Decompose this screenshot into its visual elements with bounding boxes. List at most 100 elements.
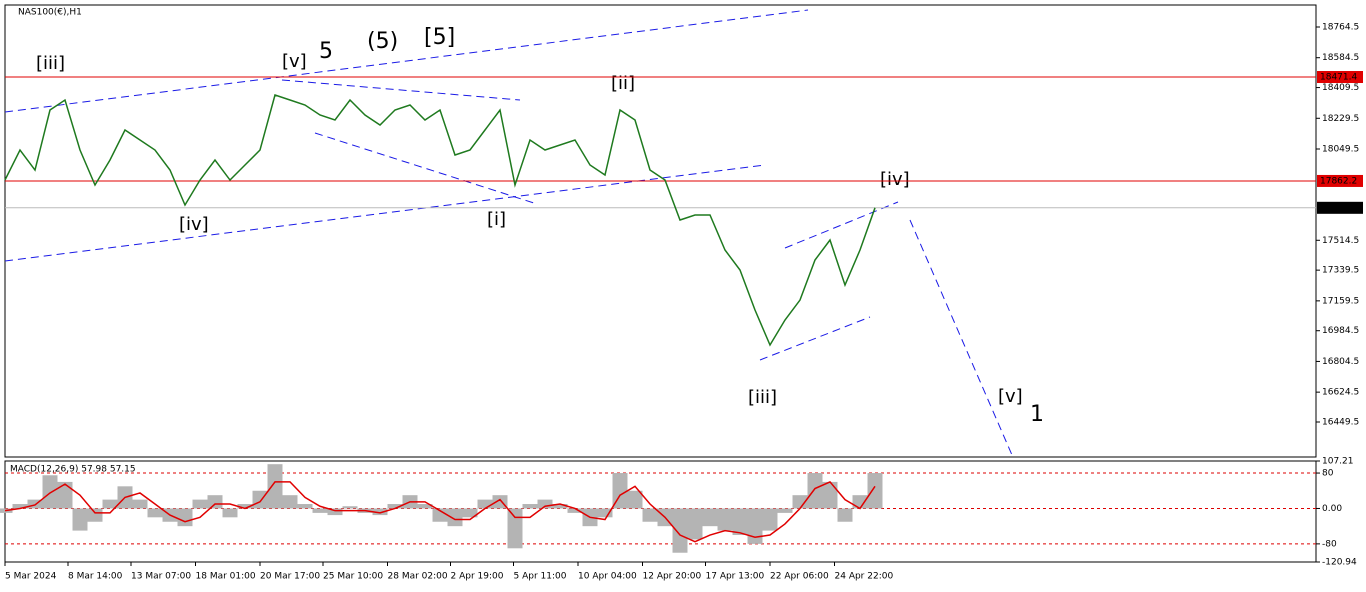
macd-bar [342,506,358,509]
macd-bar [432,508,448,522]
y-tick-label: 17159.5 [1322,296,1359,306]
macd-bar [852,495,868,509]
macd-bar [597,508,613,518]
wave-label: 5 [319,39,333,64]
y-tick-label: 18409.5 [1322,83,1359,93]
y-tick-label: -80 [1322,539,1337,549]
y-tick-label: 18229.5 [1322,114,1359,124]
series-line [4,94,876,347]
x-tick-label: 24 Apr 22:00 [835,572,894,582]
macd-bar [567,508,583,513]
macd-bar [327,508,343,516]
macd-bar [462,508,478,518]
x-tick-label: 22 Apr 06:00 [770,572,829,582]
macd-bar [312,508,328,513]
level-label: 17862.2 [1320,176,1357,186]
price-panel [4,4,1317,458]
x-tick-label: 13 Mar 07:00 [131,572,191,582]
macd-bar [537,499,553,509]
macd-bar [552,504,568,509]
x-tick-label: 28 Mar 02:00 [388,572,448,582]
y-tick-label: 16449.5 [1322,418,1359,428]
level-label: 17704.8 [1320,203,1357,213]
macd-bar [837,508,853,522]
macd-bar [87,508,103,522]
macd-bar [702,508,718,527]
y-tick-label: 18764.5 [1322,22,1359,32]
macd-bar [372,508,388,516]
wave-label: [ii] [611,73,635,94]
x-tick-label: 20 Mar 17:00 [260,572,320,582]
wave-label: [iv] [179,214,209,235]
macd-bar [57,481,73,509]
macd-bar [252,490,268,509]
y-tick-label: 17339.5 [1322,266,1359,276]
wave-label: (5) [367,29,398,54]
macd-bar [447,508,463,527]
wave-label: [iii] [748,387,777,408]
x-tick-label: 8 Mar 14:00 [68,572,123,582]
x-tick-label: 2 Apr 19:00 [451,572,504,582]
y-tick-label: 18584.5 [1322,53,1359,63]
macd-bar [147,508,163,518]
wave-label: 1 [1030,402,1044,427]
trend-line [281,79,521,101]
trend-line [4,9,809,113]
macd-bar [507,508,523,549]
macd-bar [177,508,193,527]
level-tag [1317,201,1363,214]
macd-bar [717,508,733,531]
macd-bar [822,481,838,509]
y-tick-label: 0.00 [1322,504,1342,514]
y-tick-label: 16984.5 [1322,326,1359,336]
chart-title: NAS100(€),H1 [18,8,82,18]
y-tick-label: 107.21 [1322,457,1354,467]
level-tag [1317,174,1363,187]
macd-bar [867,473,883,509]
macd-bar [792,495,808,509]
macd-bar [387,504,403,509]
macd-title: MACD(12,26,9) 57.98 57.15 [10,465,136,475]
wave-label: [iv] [880,169,910,190]
x-tick-label: 25 Mar 10:00 [323,572,383,582]
x-tick-label: 12 Apr 20:00 [643,572,702,582]
level-tag [1317,71,1363,84]
macd-bar [207,495,223,509]
y-tick-label: 80 [1322,469,1334,479]
macd-bar [672,508,688,553]
wave-label: [v] [282,51,307,72]
macd-bar [627,490,643,509]
y-tick-label: 16624.5 [1322,388,1359,398]
macd-bar [72,508,88,531]
macd-bar [612,473,628,509]
y-tick-label: -120.94 [1322,558,1357,568]
macd-bar [102,499,118,509]
wave-label: [iii] [36,53,65,74]
x-tick-label: 17 Apr 13:00 [706,572,765,582]
wave-label: [i] [487,209,506,230]
macd-bar [642,508,658,522]
trend-line [784,201,899,249]
macd-bar [477,499,493,509]
macd-bar [807,473,823,509]
macd-bar [282,495,298,509]
macd-bar [267,464,283,509]
trend-line [909,219,1013,456]
y-tick-label: 16804.5 [1322,357,1359,367]
macd-bar [762,508,778,531]
x-tick-label: 10 Apr 04:00 [578,572,637,582]
wave-label: [5] [424,25,455,50]
macd-bar [687,508,703,540]
macd-bar [222,508,238,518]
x-tick-label: 18 Mar 01:00 [196,572,256,582]
y-tick-label: 18049.5 [1322,144,1359,154]
x-tick-label: 5 Mar 2024 [5,572,57,582]
macd-bar [132,499,148,509]
macd-bar [42,475,58,509]
macd-bar [732,508,748,536]
y-tick-label: 17514.5 [1322,236,1359,246]
x-tick-label: 5 Apr 11:00 [514,572,567,582]
macd-bar [777,508,793,513]
